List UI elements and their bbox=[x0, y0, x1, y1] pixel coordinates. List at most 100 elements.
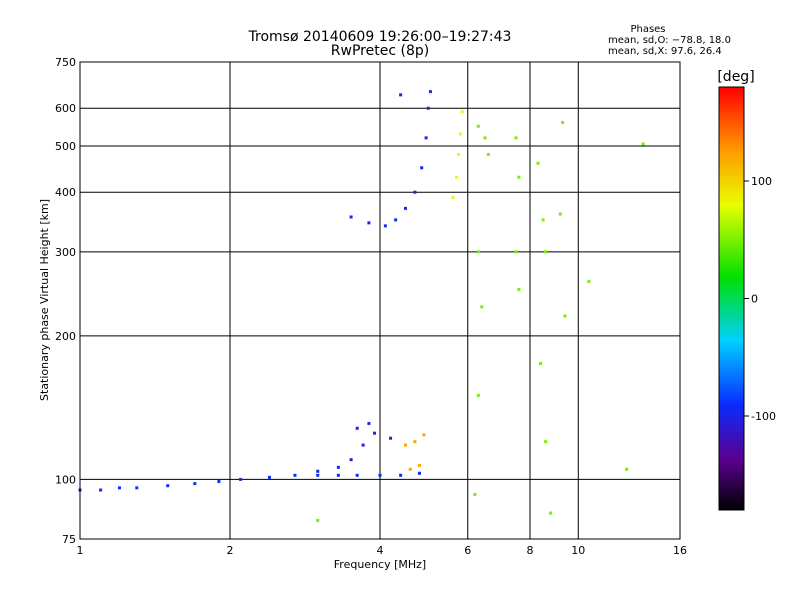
colorbar-tick-label: 0 bbox=[751, 293, 758, 306]
colorbar-tick-label: -100 bbox=[751, 410, 776, 423]
x-tick-label: 10 bbox=[571, 544, 585, 557]
data-point bbox=[361, 443, 365, 447]
x-tick-label: 4 bbox=[377, 544, 384, 557]
data-point bbox=[399, 93, 403, 97]
data-point bbox=[486, 152, 490, 156]
y-tick-label: 500 bbox=[55, 140, 76, 153]
data-point bbox=[625, 467, 629, 471]
data-point bbox=[316, 473, 320, 477]
data-point bbox=[316, 469, 320, 473]
data-point bbox=[587, 279, 591, 283]
data-point bbox=[408, 467, 412, 471]
x-axis-ticks: 1 2 4 6 8 10 16 bbox=[77, 544, 688, 557]
data-point bbox=[549, 511, 553, 515]
data-point bbox=[458, 132, 462, 136]
data-point bbox=[641, 142, 645, 146]
data-point bbox=[544, 440, 548, 444]
data-point bbox=[355, 473, 359, 477]
x-tick-label: 2 bbox=[227, 544, 234, 557]
data-point bbox=[417, 471, 421, 475]
data-point bbox=[217, 479, 221, 483]
data-point bbox=[561, 121, 565, 125]
colorbar-tick-label: 100 bbox=[751, 175, 772, 188]
phases-o-stats: mean, sd,O: −78.8, 18.0 bbox=[608, 35, 731, 46]
data-point bbox=[394, 218, 398, 222]
data-point bbox=[541, 218, 545, 222]
data-point bbox=[517, 175, 521, 179]
data-point bbox=[476, 250, 480, 254]
plot-frame bbox=[79, 61, 681, 540]
x-tick-label: 8 bbox=[527, 544, 534, 557]
data-point bbox=[378, 473, 382, 477]
data-point bbox=[476, 393, 480, 397]
data-point bbox=[413, 440, 417, 444]
x-tick-label: 1 bbox=[77, 544, 84, 557]
data-point bbox=[99, 488, 103, 492]
data-point bbox=[349, 215, 353, 219]
data-point bbox=[514, 250, 518, 254]
data-point bbox=[473, 492, 477, 496]
data-point bbox=[389, 436, 393, 440]
data-point bbox=[193, 482, 197, 486]
y-tick-label: 300 bbox=[55, 246, 76, 259]
phases-title: Phases bbox=[630, 24, 665, 35]
data-point bbox=[536, 161, 540, 165]
data-points bbox=[78, 90, 645, 523]
data-point bbox=[455, 175, 459, 179]
data-point bbox=[539, 361, 543, 365]
y-tick-label: 750 bbox=[55, 56, 76, 69]
data-point bbox=[135, 486, 139, 490]
data-point bbox=[457, 152, 461, 156]
data-point bbox=[422, 433, 426, 437]
data-point bbox=[399, 473, 403, 477]
phases-x-stats: mean, sd,X: 97.6, 26.4 bbox=[608, 46, 722, 57]
data-point bbox=[239, 477, 243, 481]
colorbar bbox=[718, 86, 745, 511]
data-point bbox=[480, 305, 484, 309]
data-point bbox=[117, 486, 121, 490]
data-point bbox=[476, 124, 480, 128]
data-point bbox=[336, 465, 340, 469]
data-point bbox=[267, 475, 271, 479]
data-point bbox=[424, 136, 428, 140]
data-point bbox=[403, 206, 407, 210]
y-tick-label: 200 bbox=[55, 330, 76, 343]
chart-subtitle: RwPretec (8p) bbox=[331, 43, 429, 59]
data-point bbox=[383, 224, 387, 228]
data-point bbox=[403, 443, 407, 447]
data-point bbox=[514, 136, 518, 140]
data-point bbox=[428, 90, 432, 94]
grid-lines bbox=[80, 62, 680, 539]
data-point bbox=[426, 106, 430, 110]
data-point bbox=[367, 421, 371, 425]
data-point bbox=[460, 110, 464, 114]
y-tick-label: 400 bbox=[55, 186, 76, 199]
data-point bbox=[563, 314, 567, 318]
data-point bbox=[336, 473, 340, 477]
data-point bbox=[293, 473, 297, 477]
chart-title: Tromsø 20140609 19:26:00–19:27:43 bbox=[248, 29, 512, 45]
data-point bbox=[316, 519, 320, 523]
y-tick-label: 100 bbox=[55, 473, 76, 486]
data-point bbox=[349, 458, 353, 462]
x-tick-label: 6 bbox=[464, 544, 471, 557]
data-point bbox=[558, 212, 562, 216]
data-point bbox=[451, 195, 455, 199]
data-point bbox=[417, 463, 421, 467]
data-point bbox=[517, 288, 521, 292]
data-point bbox=[544, 250, 548, 254]
x-tick-label: 16 bbox=[673, 544, 687, 557]
y-axis-label: Stationary phase Virtual Height [km] bbox=[38, 199, 51, 401]
data-point bbox=[413, 190, 417, 194]
data-point bbox=[483, 136, 487, 140]
x-axis-label: Frequency [MHz] bbox=[334, 558, 426, 571]
data-point bbox=[367, 221, 371, 225]
y-axis-ticks: 75 100 200 300 400 500 600 750 bbox=[55, 56, 76, 546]
data-point bbox=[373, 431, 377, 435]
colorbar-ticks: 100 0 -100 bbox=[744, 175, 776, 423]
data-point bbox=[166, 484, 170, 488]
data-point bbox=[420, 166, 424, 170]
data-point bbox=[355, 426, 359, 430]
y-tick-label: 75 bbox=[62, 533, 76, 546]
